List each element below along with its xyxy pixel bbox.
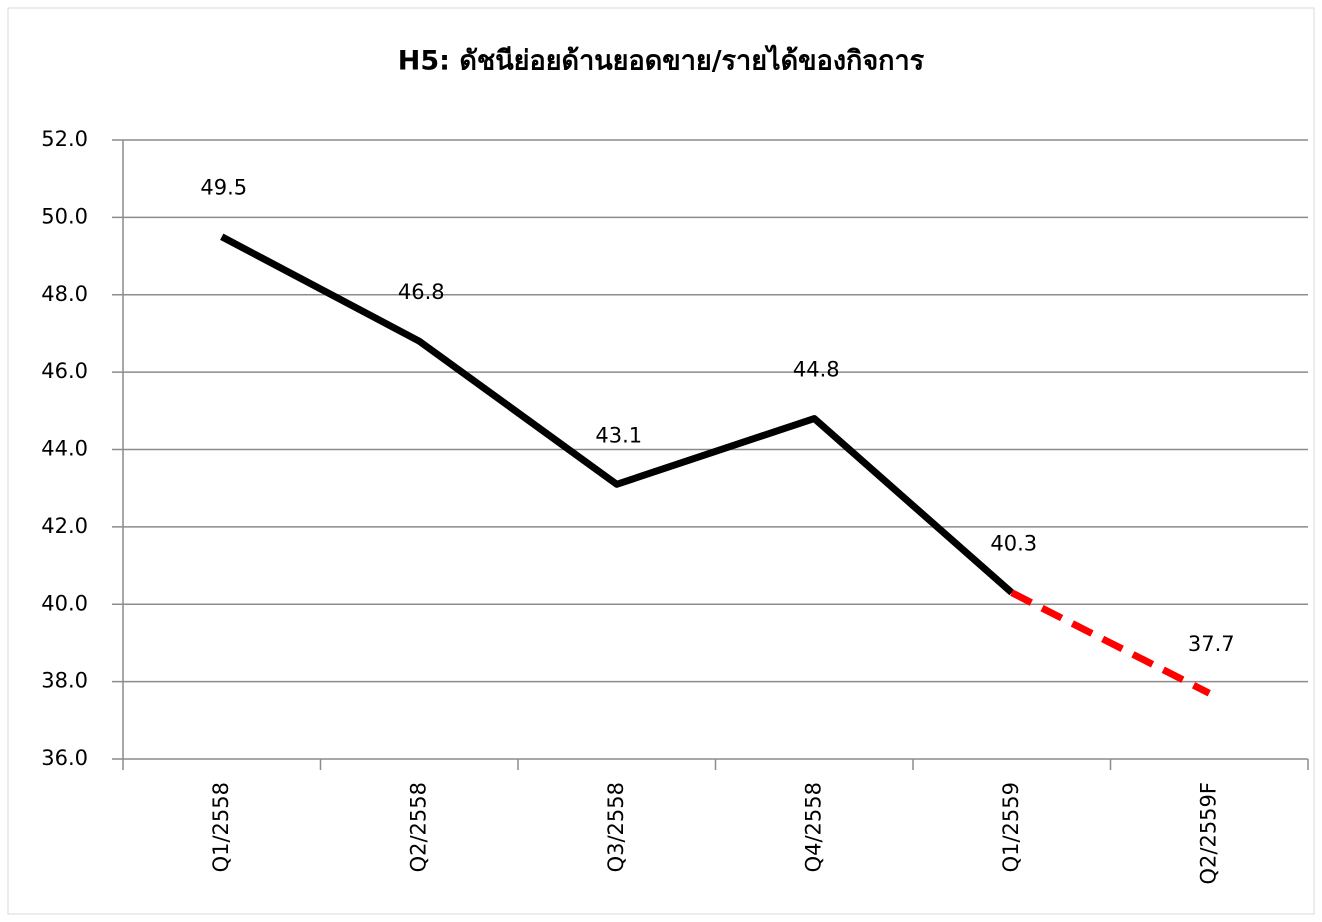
chart-title: H5: ดัชนีย่อยด้านยอดขาย/รายได้ของกิจการ: [398, 45, 925, 77]
chart-frame: [7, 7, 1315, 915]
x-tick-label: Q1/2558: [209, 782, 233, 872]
y-tick-label: 44.0: [41, 437, 88, 461]
data-label: 44.8: [793, 358, 840, 382]
data-label: 37.7: [1188, 632, 1235, 656]
x-tick-label: Q1/2559: [999, 782, 1023, 872]
y-tick-label: 36.0: [41, 746, 88, 770]
line-series: [1010, 589, 1211, 697]
x-tick-label: Q2/2559F: [1196, 782, 1220, 885]
y-tick-label: 48.0: [41, 282, 88, 306]
data-label: 43.1: [595, 423, 642, 447]
x-tick-label: Q3/2558: [604, 782, 628, 872]
y-tick-label: 40.0: [41, 591, 88, 615]
x-tick-label: Q2/2558: [406, 782, 430, 872]
line-series: [220, 233, 1015, 596]
x-tick-label: Q4/2558: [801, 782, 825, 872]
y-tick-label: 38.0: [41, 669, 88, 693]
data-label: 46.8: [398, 280, 445, 304]
y-tick-label: 52.0: [41, 127, 88, 151]
data-label: 49.5: [200, 176, 247, 200]
y-tick-label: 42.0: [41, 514, 88, 538]
data-label: 40.3: [990, 532, 1037, 556]
y-tick-label: 50.0: [41, 204, 88, 228]
y-tick-label: 46.0: [41, 359, 88, 383]
